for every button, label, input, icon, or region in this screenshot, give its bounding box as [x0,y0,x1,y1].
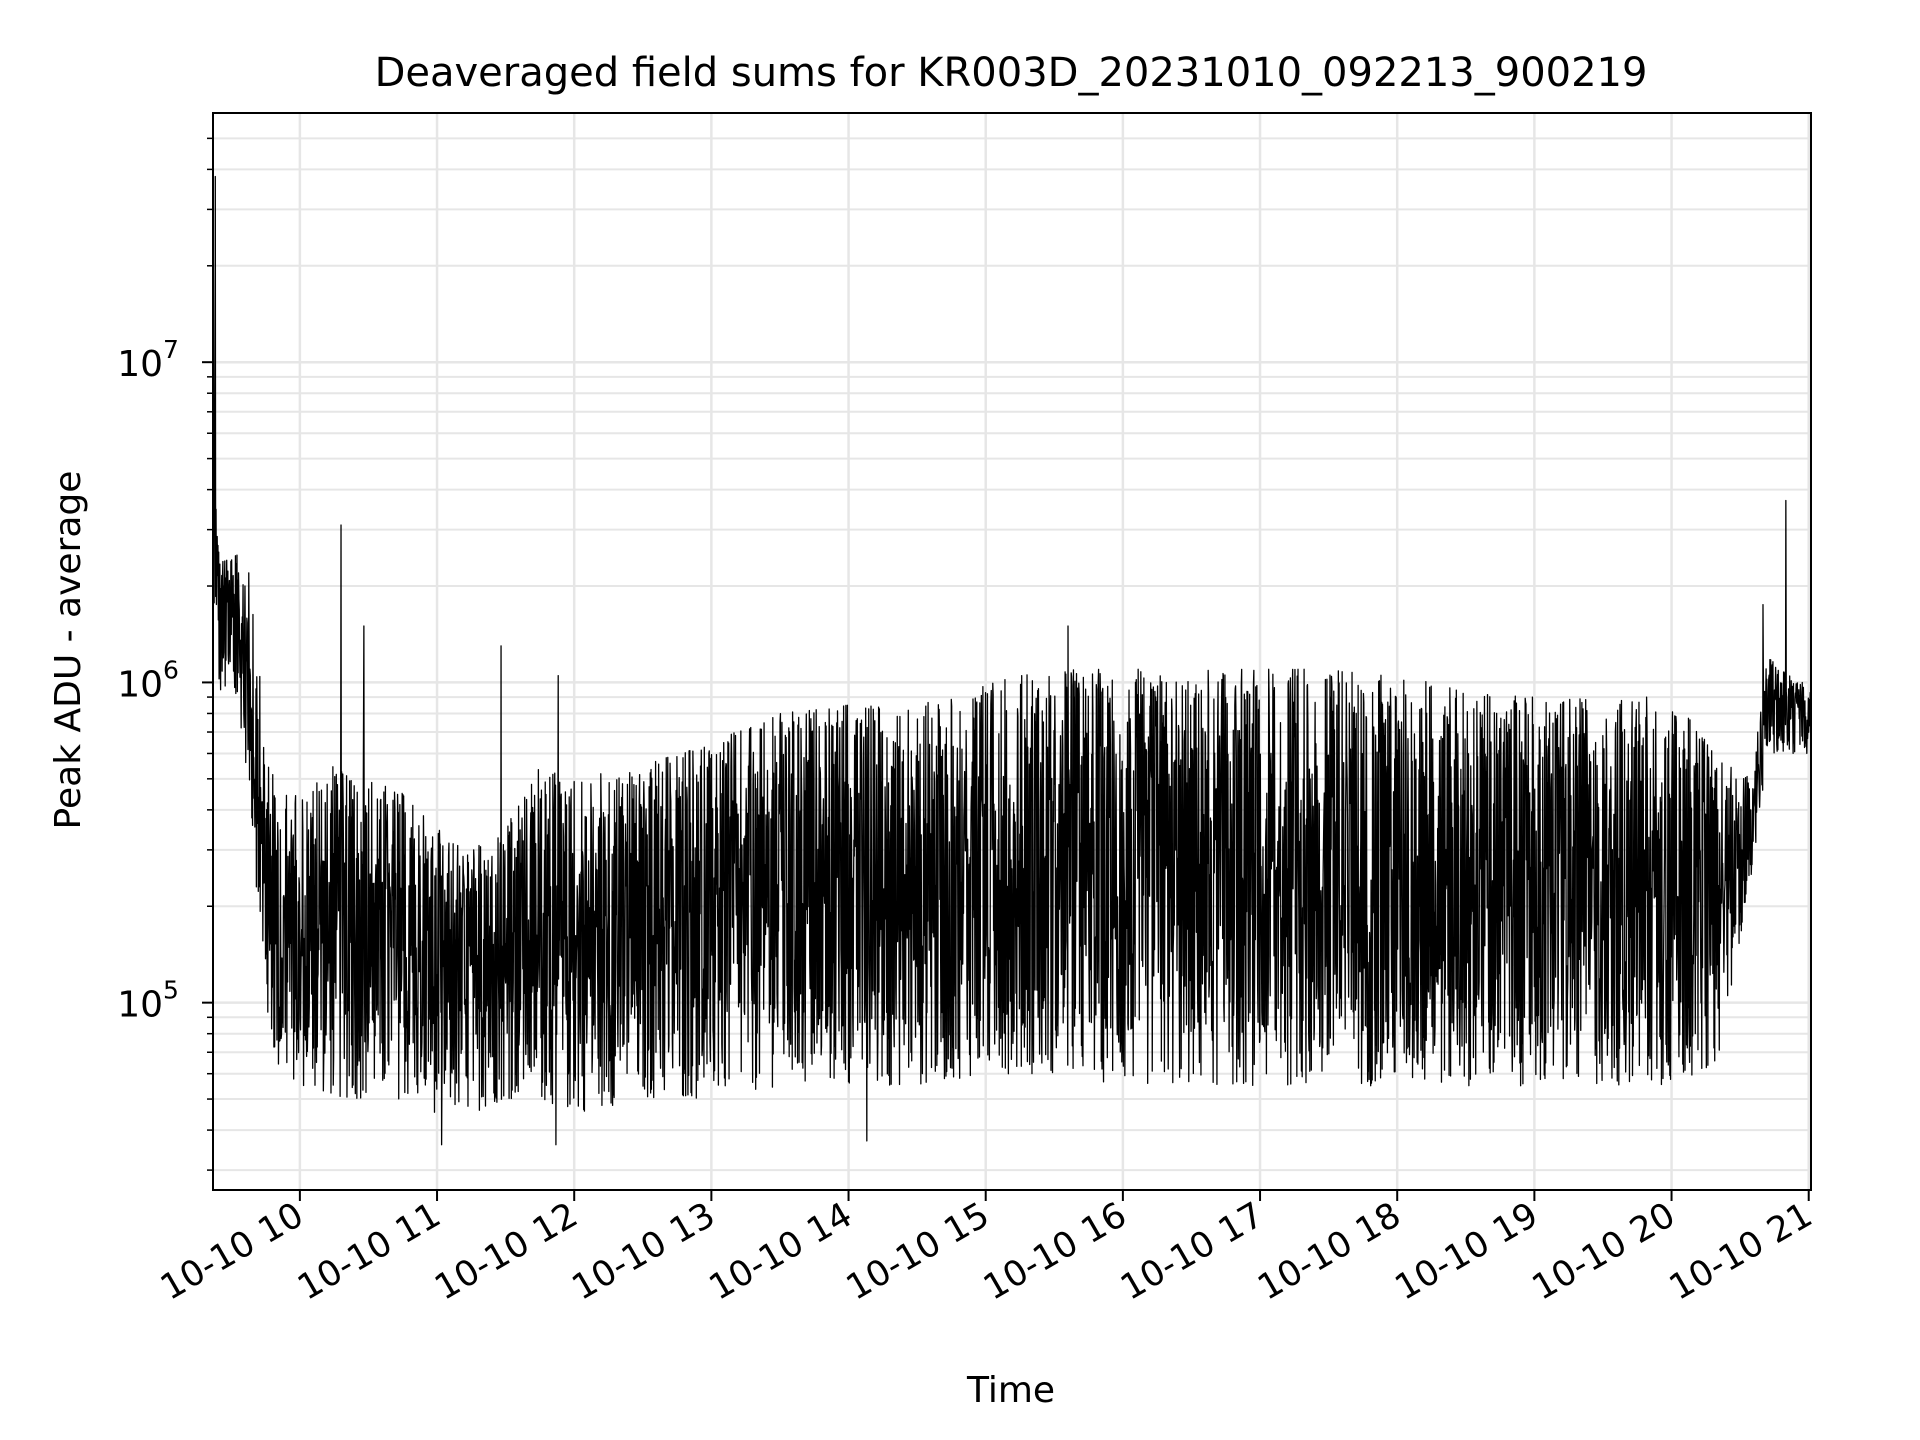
plot-frame [212,112,1812,1191]
x-tick-label: 10-10 20 [1526,1195,1682,1308]
y-tick-label: 10 [117,664,163,705]
x-tick-label: 10-10 10 [154,1195,310,1308]
data-line [212,162,1812,1146]
chart-title: Deaveraged field sums for KR003D_2023101… [375,50,1648,96]
y-tick-label: 10 [117,344,163,385]
y-tick-label: 10 [117,985,163,1026]
x-tick-label: 10-10 15 [840,1195,996,1308]
x-tick-label: 10-10 11 [291,1195,447,1308]
x-tick-label: 10-10 21 [1663,1195,1819,1308]
series-line [212,162,1812,1146]
y-tick-exponent: 5 [163,976,179,1005]
x-tick-label: 10-10 18 [1251,1195,1407,1308]
x-axis-label: Time [966,1370,1055,1411]
x-tick-label: 10-10 19 [1389,1195,1545,1308]
y-tick-exponent: 6 [163,655,179,684]
x-tick-label: 10-10 12 [428,1195,584,1308]
x-tick-label: 10-10 16 [977,1195,1133,1308]
x-tick-label: 10-10 14 [703,1195,859,1308]
x-tick-label: 10-10 13 [566,1195,722,1308]
y-tick-exponent: 7 [163,335,179,364]
y-axis-label: Peak ADU - average [48,471,89,830]
x-tick-label: 10-10 17 [1114,1195,1270,1308]
